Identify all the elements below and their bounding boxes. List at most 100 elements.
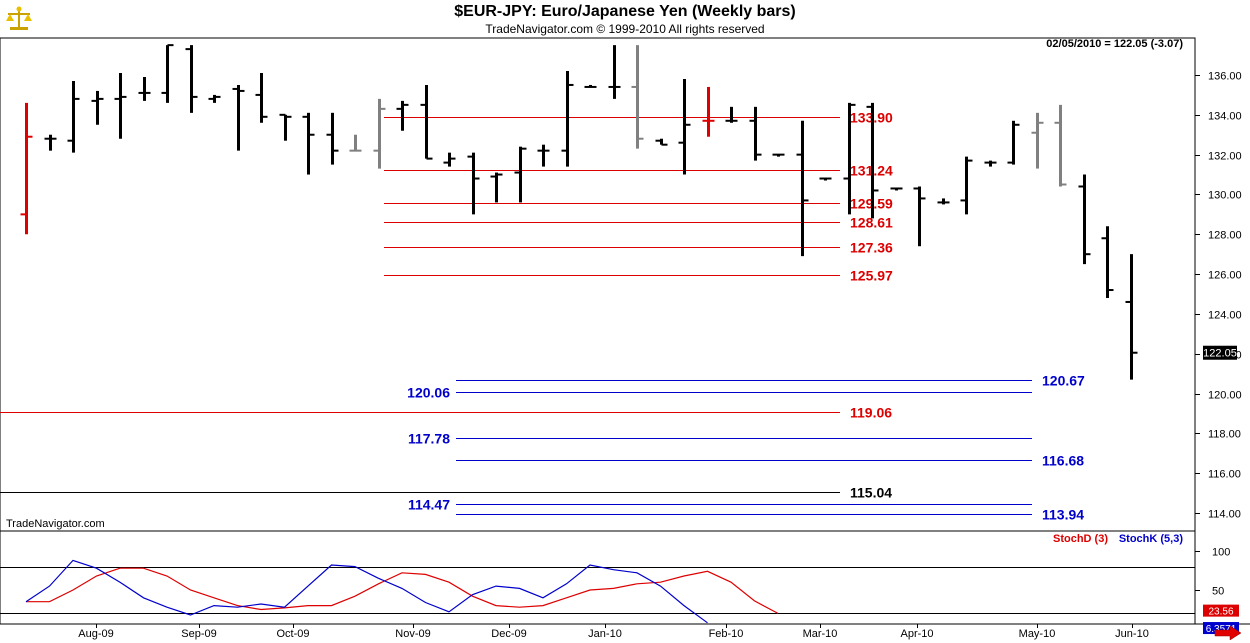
- x-tick-label: Oct-09: [276, 628, 309, 640]
- price-bar: [702, 86, 715, 137]
- price-bar: [208, 94, 221, 103]
- price-bar: [279, 113, 292, 141]
- price-bar: [584, 84, 597, 88]
- price-bar: [396, 100, 409, 131]
- price-bar: [984, 160, 997, 167]
- price-bar: [843, 102, 856, 215]
- level-label-8: 119.06: [850, 405, 892, 421]
- x-tick-label: Jan-10: [588, 628, 622, 640]
- price-bar: [67, 80, 80, 153]
- price-bar: [467, 152, 480, 215]
- y-tick-label: 132.00: [1208, 151, 1242, 163]
- price-bar: [443, 152, 456, 167]
- price-bar: [1007, 120, 1020, 165]
- price-bar: [960, 156, 973, 215]
- price-bar: [749, 106, 762, 161]
- price-bar: [796, 120, 809, 257]
- price-bar: [561, 71, 574, 167]
- price-bar: [91, 90, 104, 125]
- x-tick-label: Jun-10: [1115, 628, 1149, 640]
- stoch-d-legend: StochD (3): [1053, 533, 1108, 545]
- y-tick-label: 126.00: [1208, 270, 1242, 282]
- current-price-box: [1203, 345, 1237, 360]
- y-tick-label: 134.00: [1208, 111, 1242, 123]
- price-bar: [819, 177, 832, 181]
- price-bar: [537, 144, 550, 167]
- price-bar: [890, 187, 903, 191]
- x-tick-label: May-10: [1019, 628, 1056, 640]
- price-bar: [373, 98, 386, 169]
- price-bar: [1078, 174, 1091, 265]
- level-label-13: 113.94: [1042, 507, 1084, 523]
- x-tick-label: Aug-09: [78, 628, 113, 640]
- level-label-3: 128.61: [850, 215, 893, 231]
- stoch-k-value: 6.3571: [1206, 624, 1237, 635]
- x-tick-label: Dec-09: [491, 628, 526, 640]
- price-bar: [138, 76, 151, 101]
- level-label-4: 127.36: [850, 240, 893, 256]
- price-bar: [514, 146, 527, 203]
- price-bar: [1031, 112, 1044, 169]
- level-label-5: 125.97: [850, 268, 893, 284]
- x-tick-label: Mar-10: [803, 628, 838, 640]
- stoch-panel-frame: [0, 530, 1196, 625]
- price-bar: [725, 106, 738, 123]
- y-tick-label: 118.00: [1208, 429, 1241, 441]
- stoch-d-value: 23.56: [1208, 607, 1233, 618]
- x-tick-label: Sep-09: [181, 628, 216, 640]
- price-bar: [772, 153, 785, 157]
- price-bar: [1054, 104, 1067, 187]
- scroll-right-arrow-icon[interactable]: [1214, 626, 1242, 640]
- price-bar: [20, 102, 33, 235]
- price-bar: [608, 45, 621, 99]
- chart-title: $EUR-JPY: Euro/Japanese Yen (Weekly bars…: [454, 3, 796, 20]
- chart-subtitle: TradeNavigator.com © 1999-2010 All right…: [485, 22, 765, 36]
- stoch-d-value-box: [1203, 604, 1239, 617]
- price-bar: [349, 134, 362, 152]
- price-bar: [302, 112, 315, 175]
- scale-logo-icon: [6, 6, 32, 30]
- level-label-10: 116.68: [1042, 453, 1084, 469]
- level-label-11: 115.04: [850, 485, 892, 501]
- price-bar: [326, 112, 339, 165]
- level-label-12: 114.47: [408, 497, 450, 513]
- price-bar: [655, 138, 668, 146]
- price-bar: [255, 73, 268, 123]
- stoch-k-line: [25, 559, 708, 624]
- y-tick-label: 116.00: [1208, 469, 1241, 481]
- stoch-k-legend: StochK (5,3): [1119, 533, 1184, 545]
- price-bar: [185, 45, 198, 113]
- y-tick-label: 124.00: [1208, 310, 1242, 322]
- x-tick-label: Nov-09: [395, 628, 430, 640]
- price-bar: [490, 172, 503, 203]
- price-bar: [678, 78, 691, 175]
- y-tick-label: 120.00: [1208, 390, 1242, 402]
- price-bar: [44, 134, 57, 151]
- watermark: TradeNavigator.com: [6, 518, 105, 530]
- y-tick-label: 136.00: [1208, 71, 1242, 83]
- price-bar: [866, 102, 879, 219]
- stoch-d-line: [26, 567, 779, 614]
- stoch-tick-label: 50: [1212, 586, 1224, 598]
- price-bar: [1101, 226, 1114, 298]
- price-panel-frame: [0, 37, 1196, 532]
- current-price-label: 122.05: [1203, 348, 1237, 360]
- price-bar: [1125, 254, 1138, 380]
- price-bar: [161, 44, 174, 103]
- price-bar: [913, 186, 926, 247]
- stoch-tick-label: 100: [1212, 547, 1230, 559]
- y-tick-label: 130.00: [1208, 190, 1242, 202]
- level-label-6: 120.67: [1042, 373, 1085, 389]
- x-tick-label: Feb-10: [709, 628, 744, 640]
- x-tick-label: Apr-10: [900, 628, 933, 640]
- price-bar: [420, 84, 433, 160]
- price-bar: [937, 198, 950, 205]
- price-bar: [114, 73, 127, 139]
- level-label-7: 120.06: [407, 385, 450, 401]
- status-readout: 02/05/2010 = 122.05 (-3.07): [1046, 38, 1183, 50]
- price-bar: [232, 84, 245, 151]
- y-tick-label: 128.00: [1208, 230, 1242, 242]
- y-tick-label: 114.00: [1208, 509, 1241, 521]
- level-label-9: 117.78: [408, 431, 450, 447]
